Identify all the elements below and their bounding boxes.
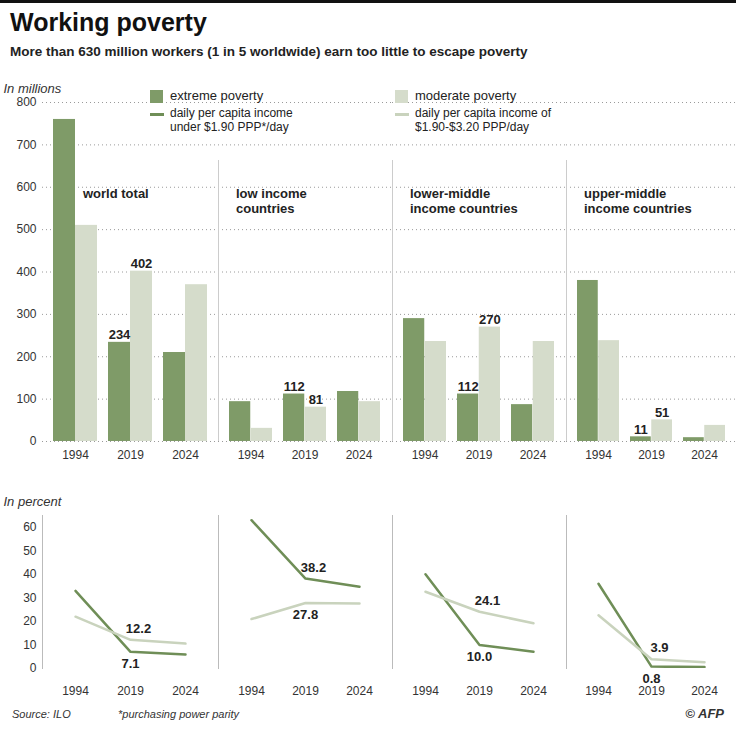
svg-text:700: 700 bbox=[16, 138, 36, 152]
svg-text:51: 51 bbox=[655, 405, 669, 420]
svg-text:2024: 2024 bbox=[346, 448, 373, 462]
html-text:lower-middle income countries: lower-middle income countries bbox=[410, 186, 518, 216]
svg-text:1994: 1994 bbox=[62, 448, 89, 462]
svg-text:2019: 2019 bbox=[638, 684, 665, 698]
svg-text:10.0: 10.0 bbox=[467, 649, 492, 664]
svg-text:1994: 1994 bbox=[585, 448, 612, 462]
html-text:low income countries: low income countries bbox=[236, 186, 307, 216]
svg-text:402: 402 bbox=[131, 256, 153, 271]
svg-text:2024: 2024 bbox=[346, 684, 373, 698]
svg-text:2024: 2024 bbox=[691, 448, 718, 462]
svg-text:2024: 2024 bbox=[520, 684, 547, 698]
html-text:extreme poverty: extreme poverty bbox=[170, 88, 264, 103]
html-text:daily per capita income of $1.: daily per capita income of $1.90-$3.20 P… bbox=[415, 106, 552, 134]
svg-text:2019: 2019 bbox=[292, 448, 319, 462]
svg-text:1994: 1994 bbox=[412, 684, 439, 698]
svg-text:81: 81 bbox=[309, 392, 323, 407]
html-text:upper-middle income countries: upper-middle income countries bbox=[584, 186, 692, 216]
svg-text:11: 11 bbox=[634, 422, 648, 437]
svg-text:1994: 1994 bbox=[412, 448, 439, 462]
svg-text:2024: 2024 bbox=[691, 684, 718, 698]
svg-text:10: 10 bbox=[23, 638, 37, 652]
svg-text:2024: 2024 bbox=[172, 684, 199, 698]
html-text:Working poverty: Working poverty bbox=[10, 8, 207, 36]
svg-text:1994: 1994 bbox=[238, 448, 265, 462]
svg-text:7.1: 7.1 bbox=[121, 656, 139, 671]
svg-text:3.9: 3.9 bbox=[650, 640, 668, 655]
svg-text:In percent: In percent bbox=[4, 494, 63, 509]
html-text:© AFP: © AFP bbox=[685, 706, 724, 721]
svg-text:500: 500 bbox=[16, 222, 36, 236]
svg-text:0: 0 bbox=[30, 434, 37, 448]
svg-text:50: 50 bbox=[23, 544, 37, 558]
svg-text:12.2: 12.2 bbox=[126, 621, 151, 636]
svg-text:0: 0 bbox=[30, 661, 37, 675]
svg-text:0.8: 0.8 bbox=[642, 671, 660, 686]
html-text:Source: ILO: Source: ILO bbox=[12, 708, 71, 720]
svg-text:1994: 1994 bbox=[238, 684, 265, 698]
svg-text:234: 234 bbox=[109, 327, 131, 342]
svg-text:200: 200 bbox=[16, 350, 36, 364]
svg-text:270: 270 bbox=[479, 312, 501, 327]
svg-text:112: 112 bbox=[284, 379, 305, 394]
svg-text:40: 40 bbox=[23, 567, 37, 581]
html-text:*purchasing power parity: *purchasing power parity bbox=[118, 708, 240, 720]
svg-text:2019: 2019 bbox=[117, 684, 144, 698]
svg-text:400: 400 bbox=[16, 265, 36, 279]
svg-text:112: 112 bbox=[458, 379, 479, 394]
html-text:More than 630 million workers: More than 630 million workers (1 in 5 wo… bbox=[10, 44, 528, 59]
html-text:daily per capita income under: daily per capita income under $1.90 PPP*… bbox=[170, 106, 293, 134]
svg-text:30: 30 bbox=[23, 591, 37, 605]
svg-text:2019: 2019 bbox=[117, 448, 144, 462]
svg-text:100: 100 bbox=[16, 392, 36, 406]
svg-text:2019: 2019 bbox=[638, 448, 665, 462]
svg-text:27.8: 27.8 bbox=[293, 607, 318, 622]
svg-text:2019: 2019 bbox=[466, 684, 493, 698]
svg-text:2024: 2024 bbox=[172, 448, 199, 462]
html-text:moderate poverty: moderate poverty bbox=[415, 88, 517, 103]
svg-text:38.2: 38.2 bbox=[301, 560, 326, 575]
svg-text:1994: 1994 bbox=[585, 684, 612, 698]
svg-text:24.1: 24.1 bbox=[475, 593, 500, 608]
svg-text:800: 800 bbox=[16, 95, 36, 109]
svg-text:In millions: In millions bbox=[4, 81, 62, 96]
html-text:world total: world total bbox=[83, 186, 149, 201]
svg-text:2019: 2019 bbox=[292, 684, 319, 698]
svg-text:1994: 1994 bbox=[62, 684, 89, 698]
svg-text:300: 300 bbox=[16, 307, 36, 321]
svg-text:2019: 2019 bbox=[466, 448, 493, 462]
svg-text:600: 600 bbox=[16, 180, 36, 194]
svg-text:20: 20 bbox=[23, 614, 37, 628]
svg-text:2024: 2024 bbox=[520, 448, 547, 462]
svg-text:60: 60 bbox=[23, 520, 37, 534]
